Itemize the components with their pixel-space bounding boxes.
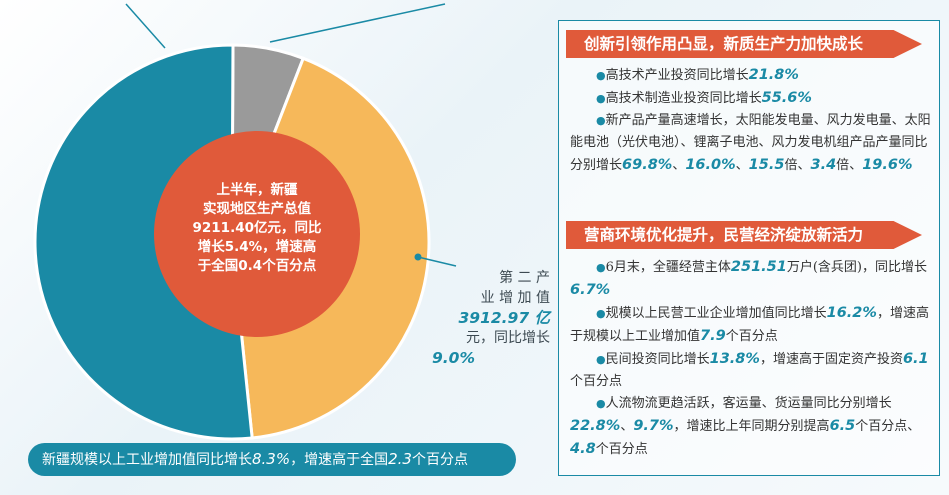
- secondary-industry-label: 第 二 产 业 增 加 值 3912.97 亿 元，同比增长 9.0%: [432, 268, 550, 368]
- bullet-dot-icon: ●: [596, 114, 606, 127]
- bullet-text: 万户(含兵团)，同比增长: [786, 260, 928, 275]
- separator: 、: [849, 158, 863, 173]
- banner-text-2: ，增速高于全国: [290, 452, 389, 468]
- secondary-label-line3: 元，同比增长: [466, 330, 550, 346]
- banner-num-1: 8.3%: [252, 450, 291, 468]
- unit: 倍: [836, 158, 850, 173]
- bullet-num: 21.8%: [748, 67, 799, 83]
- unit: 个百分点: [725, 329, 778, 344]
- secondary-label-line2: 业 增 加 值: [480, 290, 550, 306]
- pie-slice-2: [33, 43, 254, 441]
- bullet-num: 4.8: [570, 441, 596, 457]
- separator: 、: [797, 158, 811, 173]
- separator: 、: [620, 419, 634, 434]
- unit: 个百分点: [570, 374, 623, 389]
- bullet-num: 22.8%: [570, 418, 621, 434]
- bullet-dot-icon: ●: [596, 397, 606, 410]
- center-line-2: 实现地区生产总值: [203, 201, 311, 217]
- bullet-num: 69.8%: [622, 157, 673, 173]
- unit: 点: [894, 419, 908, 434]
- center-line-5: 于全国0.4个百分点: [197, 258, 317, 274]
- bullet-num: 3.4: [810, 157, 837, 173]
- bullet-item: ●规模以上民营工业企业增加值同比增长16.2%，增速高于规模以上工业增加值7.9…: [570, 302, 932, 348]
- bullet-num: 13.8%: [709, 351, 760, 367]
- pie-chart: [33, 3, 457, 441]
- banner-text-1: 新疆规模以上工业增加值同比增长: [42, 452, 252, 468]
- bullet-num: 16.2%: [826, 305, 877, 321]
- unit: 个百分: [855, 419, 895, 434]
- secondary-value: 3912.97 亿: [458, 309, 551, 327]
- bullet-num: 9.7%: [633, 418, 674, 434]
- bullet-dot-icon: ●: [596, 261, 606, 274]
- bullet-text: 高技术制造业投资同比增长: [605, 91, 762, 106]
- bullet-item: ●新产品产量高速增长，太阳能发电量、风力发电量、太阳能电池（光伏电池）、锂离子电…: [570, 110, 932, 177]
- bullet-item: ●高技术产业投资同比增长21.8%: [570, 64, 932, 87]
- bullet-num: 6.5: [829, 418, 856, 434]
- bullet-text: 规模以上民营工业企业增加值同比增长: [605, 306, 827, 321]
- bullet-dot-icon: ●: [596, 353, 606, 366]
- leader-line-orange: [417, 256, 457, 267]
- unit: 倍: [784, 158, 798, 173]
- bullet-num: 6.1: [902, 351, 929, 367]
- separator: 、: [672, 158, 686, 173]
- secondary-label-line1: 第 二 产: [499, 270, 550, 286]
- bullet-text: 民间投资同比增长: [605, 352, 710, 367]
- center-line-3: 9211.40亿元，同比: [192, 220, 322, 236]
- bullet-num: 19.6%: [862, 157, 913, 173]
- bullet-text: 高技术产业投资同比增长: [605, 68, 749, 83]
- bullet-num: 251.51: [730, 259, 787, 275]
- bullet-item: ●人流物流更趋活跃，客运量、货运量同比分别增长22.8%、9.7%，增速比上年同…: [570, 393, 932, 461]
- bullet-num: 6.7%: [570, 282, 611, 298]
- bullet-dot-icon: ●: [596, 92, 606, 105]
- bullet-text: 新产品产量高速增长，太阳能发电量、风力发电量、太阳能电池（光伏电池）、锂离子电池…: [570, 113, 931, 173]
- bullet-dot-icon: ●: [596, 69, 606, 82]
- center-line-4: 增长5.4%，增速高: [197, 239, 317, 255]
- section-title-business: 营商环境优化提升，民营经济绽放新活力: [566, 221, 922, 249]
- bullet-item: ●高技术制造业投资同比增长55.6%: [570, 87, 932, 110]
- bullet-text: ，增速高于规模以上工业增加值: [570, 306, 929, 344]
- bullet-num: 55.6%: [761, 90, 812, 106]
- separator: 、: [735, 158, 749, 173]
- bullet-text: 6月末，全疆经营主体: [605, 260, 731, 275]
- bullet-text: ，增速高于固定资产投资: [759, 352, 903, 367]
- leader-dot-orange: [414, 253, 422, 261]
- bullet-text: 人流物流更趋活跃，客运量、货运量同比分别增长: [605, 396, 892, 411]
- innovation-bullets: ●高技术产业投资同比增长21.8% ●高技术制造业投资同比增长55.6% ●新产…: [570, 64, 932, 177]
- center-circle: [154, 131, 360, 337]
- bullet-num: 7.9: [700, 328, 726, 344]
- leader-line-gray: [269, 3, 446, 43]
- secondary-growth: 9.0%: [432, 349, 475, 367]
- banner-text-3: 个百分点: [411, 452, 468, 468]
- industrial-growth-banner: 新疆规模以上工业增加值同比增长8.3%，增速高于全国2.3个百分点: [28, 443, 516, 476]
- business-bullets: ●6月末，全疆经营主体251.51万户(含兵团)，同比增长6.7% ●规模以上民…: [570, 256, 932, 461]
- bullet-item: ●民间投资同比增长13.8%，增速高于固定资产投资6.1 个百分点: [570, 348, 932, 393]
- section-title-innovation: 创新引领作用凸显，新质生产力加快成长: [566, 30, 922, 58]
- bullet-num: 16.0%: [685, 157, 736, 173]
- center-summary: 上半年，新疆 实现地区生产总值 9211.40亿元，同比 增长5.4%，增速高 …: [172, 181, 342, 276]
- center-line-1: 上半年，新疆: [216, 182, 298, 198]
- bullet-dot-icon: ●: [596, 307, 606, 320]
- bullet-item: ●6月末，全疆经营主体251.51万户(含兵团)，同比增长 6.7%: [570, 256, 932, 302]
- separator: 、: [907, 419, 921, 434]
- unit: 个百分点: [595, 442, 648, 457]
- bullet-num: 15.5: [748, 157, 785, 173]
- banner-num-2: 2.3: [388, 450, 412, 468]
- bullet-text: ，增速比上年同期分别提高: [673, 419, 830, 434]
- leader-line-teal: [125, 3, 166, 49]
